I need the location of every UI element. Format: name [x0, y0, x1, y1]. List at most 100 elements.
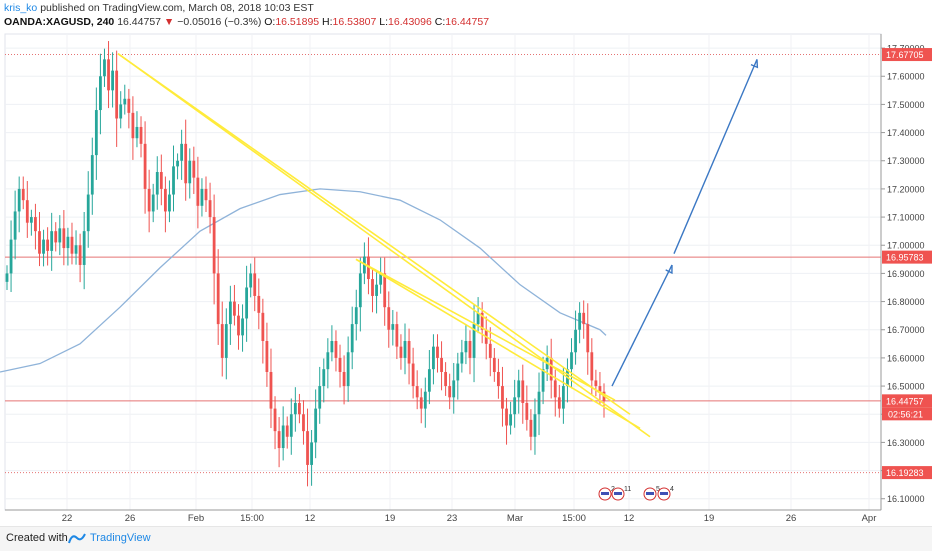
candle-body	[208, 200, 212, 218]
price-level-tag	[882, 250, 932, 264]
candle-body	[557, 397, 561, 409]
candle-body	[249, 273, 253, 288]
candle-body	[383, 273, 387, 308]
candle-body	[578, 312, 582, 330]
candle-body	[338, 357, 342, 372]
y-tick-label: 16.90000	[887, 269, 925, 279]
candle-body	[468, 341, 472, 358]
candle-body	[257, 295, 261, 313]
candle-body	[25, 200, 29, 223]
candle-body	[172, 166, 175, 195]
trendline	[355, 258, 641, 430]
brand-link[interactable]: TradingView	[90, 532, 151, 544]
candle-body	[245, 287, 249, 319]
candle-body	[509, 414, 512, 426]
author-link[interactable]: kris_ko	[4, 2, 38, 14]
candle-body	[241, 318, 244, 336]
candle-body	[147, 188, 151, 212]
price-level-label: 16.19283	[886, 468, 924, 478]
event-count: 11	[624, 486, 631, 493]
price-axis: 16.1000016.2000016.3000016.4000016.50000…	[880, 34, 932, 510]
created-with-text: Created with	[6, 532, 68, 544]
x-tick-label: Apr	[862, 513, 877, 524]
candle-body	[318, 386, 322, 409]
candle-body	[444, 371, 448, 387]
y-tick-label: 16.50000	[887, 382, 925, 392]
candle-body	[586, 324, 590, 353]
candle-body	[375, 284, 378, 296]
candle-body	[423, 391, 427, 409]
price-level-tag	[882, 466, 932, 480]
candle-body	[513, 397, 517, 415]
candle-body	[436, 346, 439, 358]
chart-header: kris_ko published on TradingView.com, Ma…	[4, 2, 489, 28]
candle-body	[367, 256, 370, 280]
open-value: 16.51895	[275, 16, 320, 28]
candle-body	[119, 104, 123, 119]
candle-body	[505, 408, 508, 426]
candle-body	[70, 236, 74, 254]
y-tick-label: 17.30000	[887, 156, 925, 166]
candle-body	[574, 329, 577, 353]
candle-body	[42, 239, 45, 254]
candle-body	[50, 231, 54, 251]
candle-body	[216, 273, 220, 325]
candle-body	[561, 386, 565, 409]
x-tick-label: 19	[704, 513, 715, 524]
candle-body	[391, 324, 395, 330]
candle-body	[184, 143, 188, 184]
tradingview-logo-icon	[68, 533, 86, 544]
candle-body	[553, 380, 557, 398]
candle-body	[99, 76, 102, 111]
candle-body	[34, 217, 37, 232]
candle-body	[476, 312, 480, 325]
candle-body	[123, 98, 127, 105]
candle-body	[533, 414, 537, 437]
candle-body	[192, 160, 196, 178]
candle-body	[293, 402, 297, 415]
y-tick-label: 17.60000	[887, 72, 925, 82]
candle-body	[285, 425, 289, 437]
price-level-tag	[882, 48, 932, 62]
candle-body	[306, 431, 309, 465]
candle-body	[220, 324, 224, 358]
candle-body	[460, 352, 464, 364]
x-tick-label: 15:00	[562, 513, 586, 524]
symbol-label[interactable]: OANDA:XAGUSD, 240	[4, 16, 115, 28]
close-label: C:	[434, 16, 446, 28]
candle-body	[289, 414, 293, 437]
candle-body	[74, 245, 78, 254]
candle-body	[228, 301, 232, 325]
candle-body	[111, 70, 114, 91]
y-tick-label: 17.50000	[887, 100, 925, 110]
price-chart[interactable]: 2 11 5 4 16.1000016.2000016.3000016.4000016…	[0, 0, 932, 526]
candle-body	[233, 301, 236, 316]
candle-body	[350, 324, 354, 353]
candle-body	[497, 371, 500, 387]
candle-body	[196, 177, 200, 206]
candle-body	[598, 386, 602, 392]
event-badges: 2 11 5 4	[598, 486, 674, 501]
countdown-tag	[882, 407, 932, 421]
plot-frame	[4, 33, 882, 511]
flag-stripe-icon	[646, 492, 654, 495]
trendline	[117, 53, 631, 415]
candle-body	[168, 194, 171, 212]
candle-body	[399, 346, 403, 358]
projection-arrow	[611, 59, 759, 387]
candle-body	[78, 245, 82, 265]
candle-body	[594, 380, 598, 387]
candle-body	[310, 442, 313, 465]
candle-body	[94, 110, 98, 156]
candle-body	[541, 369, 545, 392]
candle-body	[103, 59, 106, 77]
candle-body	[273, 408, 277, 432]
x-tick-label: 26	[786, 513, 797, 524]
price-level-label: 16.44757	[886, 396, 924, 406]
candle-body	[472, 324, 476, 358]
candle-body	[281, 425, 285, 449]
y-tick-label: 17.40000	[887, 128, 925, 138]
candle-body	[86, 194, 90, 232]
price-level-label: 17.67705	[886, 50, 924, 60]
candle-body	[358, 273, 362, 308]
